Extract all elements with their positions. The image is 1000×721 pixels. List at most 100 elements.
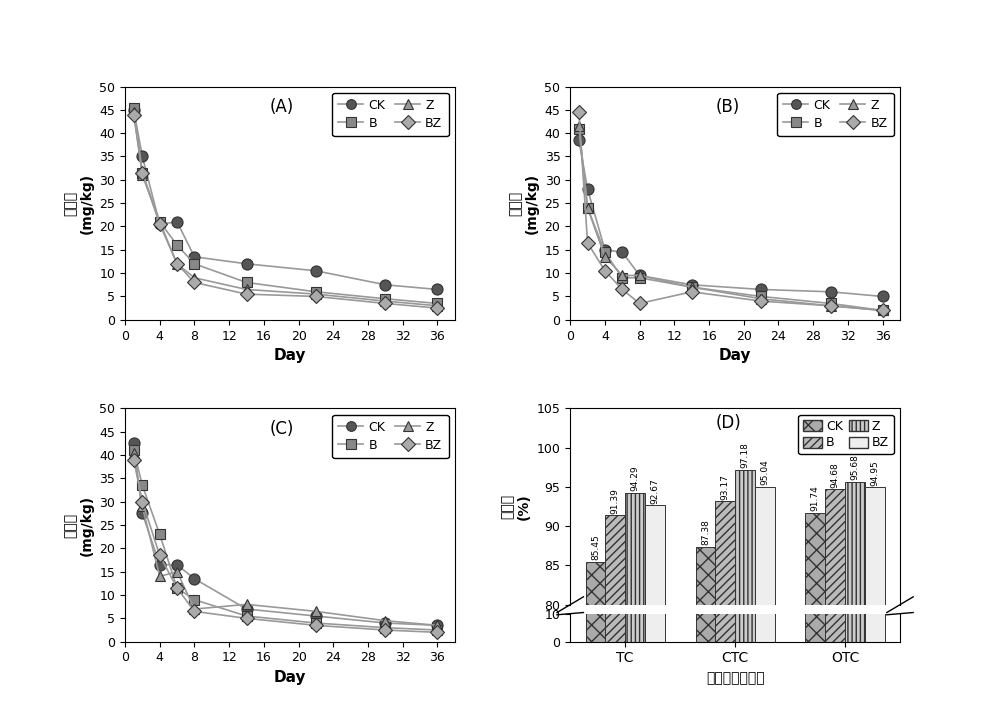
B bbox=[573, 124, 585, 133]
Bar bbox=[586, 562, 605, 721]
CK bbox=[188, 252, 200, 261]
BZ bbox=[136, 497, 148, 506]
Z bbox=[241, 285, 253, 293]
Y-axis label: 四环素
(mg/kg): 四环素 (mg/kg) bbox=[64, 172, 94, 234]
Text: 91.74: 91.74 bbox=[811, 485, 820, 511]
BZ bbox=[136, 169, 148, 177]
BZ bbox=[616, 285, 628, 293]
Z bbox=[379, 297, 391, 306]
Bar bbox=[865, 487, 885, 721]
B bbox=[379, 294, 391, 303]
B bbox=[241, 278, 253, 287]
CK bbox=[171, 560, 183, 569]
CK bbox=[755, 285, 767, 293]
BZ bbox=[379, 626, 391, 634]
Line: Z: Z bbox=[129, 448, 442, 630]
Text: 91.39: 91.39 bbox=[611, 488, 620, 513]
Legend: CK, B, Z, BZ: CK, B, Z, BZ bbox=[332, 415, 449, 458]
X-axis label: Day: Day bbox=[274, 670, 306, 685]
Z bbox=[379, 616, 391, 625]
Bar bbox=[605, 386, 625, 642]
CK bbox=[310, 611, 322, 620]
Line: Z: Z bbox=[574, 121, 888, 315]
Line: CK: CK bbox=[128, 105, 443, 295]
Line: B: B bbox=[129, 102, 442, 309]
Z bbox=[310, 607, 322, 616]
Y-axis label: 降解率
(%): 降解率 (%) bbox=[501, 493, 531, 520]
Z bbox=[582, 203, 594, 212]
Bar bbox=[735, 470, 755, 721]
Z bbox=[171, 567, 183, 576]
Z bbox=[128, 108, 140, 117]
Bar bbox=[625, 492, 645, 721]
Text: (C): (C) bbox=[270, 420, 294, 438]
Z bbox=[573, 122, 585, 131]
Z bbox=[188, 273, 200, 282]
X-axis label: Day: Day bbox=[274, 348, 306, 363]
Line: B: B bbox=[129, 446, 442, 635]
Bar bbox=[825, 376, 845, 642]
CK bbox=[599, 245, 611, 254]
Line: CK: CK bbox=[573, 135, 888, 302]
Z bbox=[599, 252, 611, 261]
B bbox=[310, 619, 322, 627]
Text: 94.68: 94.68 bbox=[831, 462, 840, 488]
Legend: CK, B, Z, BZ: CK, B, Z, BZ bbox=[332, 93, 449, 136]
Bar bbox=[645, 505, 665, 721]
CK bbox=[154, 220, 166, 229]
B bbox=[755, 292, 767, 301]
BZ bbox=[825, 301, 837, 310]
CK bbox=[128, 439, 140, 448]
BZ bbox=[171, 584, 183, 593]
Z bbox=[136, 171, 148, 180]
B bbox=[379, 624, 391, 632]
Line: BZ: BZ bbox=[129, 110, 442, 313]
Line: BZ: BZ bbox=[574, 107, 888, 315]
B bbox=[128, 446, 140, 455]
Bar bbox=[735, 369, 755, 642]
CK bbox=[310, 267, 322, 275]
Text: (B): (B) bbox=[715, 98, 740, 116]
Text: 87.38: 87.38 bbox=[701, 519, 710, 545]
CK bbox=[582, 185, 594, 193]
BZ bbox=[686, 288, 698, 296]
B bbox=[154, 218, 166, 226]
Text: 95.68: 95.68 bbox=[850, 454, 859, 480]
Bar bbox=[845, 482, 865, 721]
Text: 94.29: 94.29 bbox=[631, 465, 640, 491]
Text: 94.95: 94.95 bbox=[870, 460, 879, 486]
CK bbox=[379, 619, 391, 627]
CK bbox=[634, 271, 646, 280]
B bbox=[154, 530, 166, 539]
X-axis label: 四环素类抗生素: 四环素类抗生素 bbox=[706, 671, 764, 685]
Bar bbox=[715, 381, 735, 642]
Legend: CK, B, Z, BZ: CK, B, Z, BZ bbox=[798, 415, 894, 454]
Z bbox=[241, 600, 253, 609]
Line: B: B bbox=[574, 123, 888, 315]
Line: Z: Z bbox=[129, 107, 442, 311]
B bbox=[188, 596, 200, 604]
Text: 93.17: 93.17 bbox=[721, 474, 730, 500]
B bbox=[634, 273, 646, 282]
BZ bbox=[310, 621, 322, 629]
BZ bbox=[128, 110, 140, 119]
B bbox=[188, 260, 200, 268]
Bar bbox=[865, 376, 885, 642]
BZ bbox=[241, 290, 253, 298]
CK bbox=[379, 280, 391, 289]
B bbox=[128, 103, 140, 112]
Z bbox=[154, 218, 166, 226]
Y-axis label: 土霉素
(mg/kg): 土霉素 (mg/kg) bbox=[64, 495, 94, 556]
BZ bbox=[877, 306, 889, 315]
Legend: CK, B, Z, BZ: CK, B, Z, BZ bbox=[777, 93, 894, 136]
BZ bbox=[171, 260, 183, 268]
B bbox=[582, 203, 594, 212]
BZ bbox=[154, 220, 166, 229]
Bar bbox=[586, 402, 605, 642]
BZ bbox=[634, 299, 646, 308]
Z bbox=[686, 283, 698, 291]
Bar bbox=[625, 377, 645, 642]
Y-axis label: 金霉素
(mg/kg): 金霉素 (mg/kg) bbox=[509, 172, 539, 234]
BZ bbox=[128, 456, 140, 464]
Bar bbox=[715, 501, 735, 721]
